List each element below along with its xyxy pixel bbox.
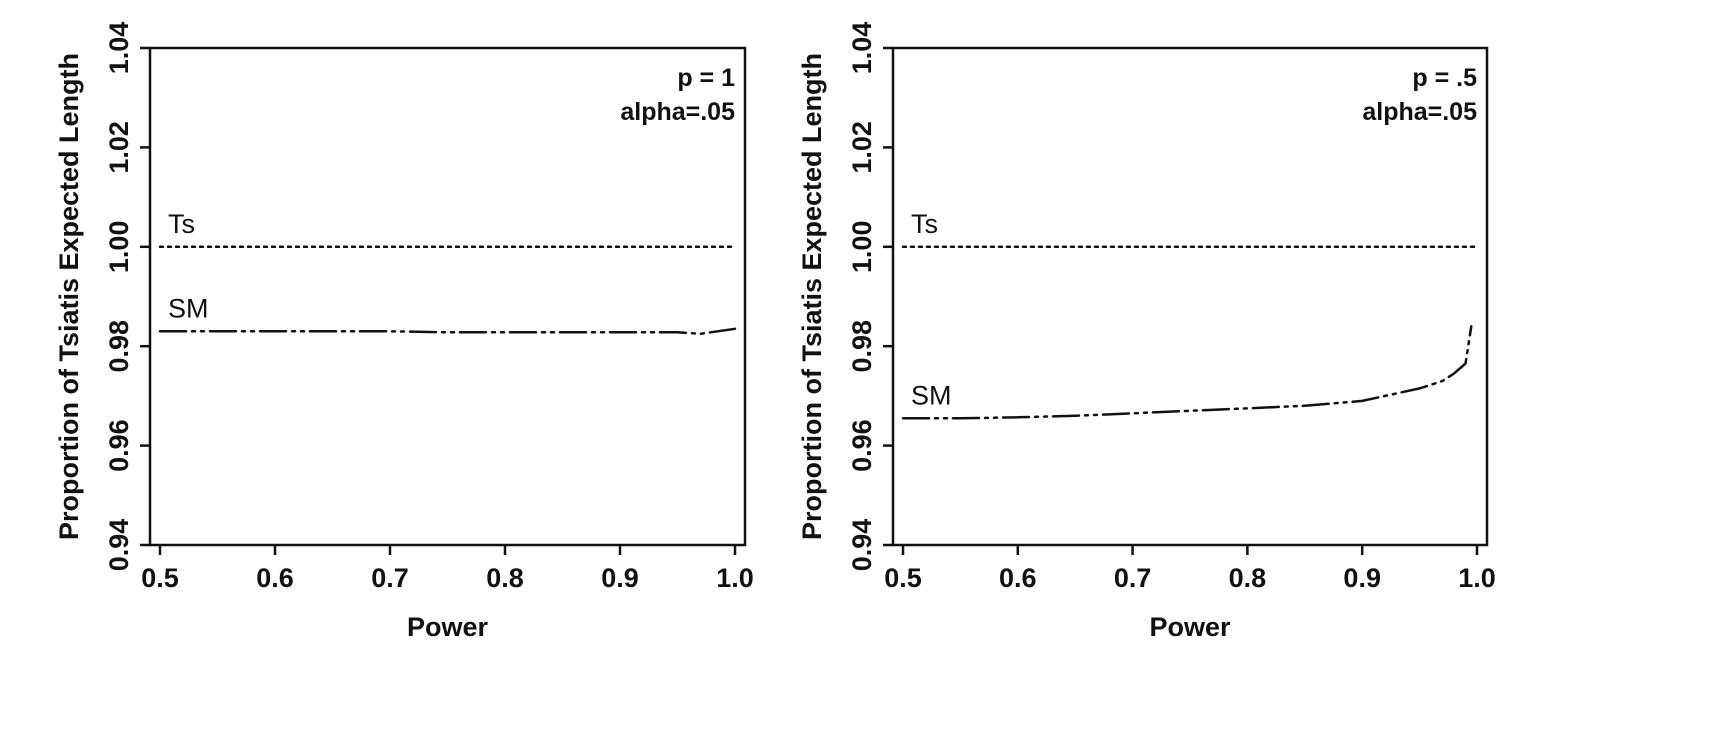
series-label-sm: SM: [911, 380, 952, 410]
y-tick-label: 0.94: [104, 519, 134, 572]
annotation: p = .5: [1412, 64, 1477, 92]
y-tick-label: 1.00: [847, 221, 877, 274]
x-tick-label: 0.8: [1229, 563, 1267, 593]
x-tick-label: 0.7: [1114, 563, 1152, 593]
x-tick-label: 1.0: [1458, 563, 1496, 593]
y-tick-label: 1.04: [847, 22, 877, 75]
x-axis-label: Power: [1149, 612, 1231, 642]
x-tick-label: 0.5: [884, 563, 922, 593]
y-tick-label: 1.00: [104, 221, 134, 274]
annotation: alpha=.05: [620, 98, 735, 126]
right-chart-panel: 0.5 0.6 0.7 0.8 0.9 1.0 0.94 0.96 0.98 1.00 1.02 1.…: [797, 22, 1496, 642]
x-axis-label: Power: [407, 612, 489, 642]
y-tick-label: 0.96: [104, 419, 134, 472]
annotation: p = 1: [677, 64, 735, 92]
series-label-sm: SM: [168, 293, 209, 323]
y-tick-label: 1.02: [847, 121, 877, 174]
annotation: alpha=.05: [1362, 98, 1477, 126]
x-tick-label: 0.6: [999, 563, 1037, 593]
plot-frame: [148, 46, 747, 547]
y-tick-label: 0.98: [104, 320, 134, 373]
x-tick-label: 0.8: [486, 563, 524, 593]
y-axis-label: Proportion of Tsiatis Expected Length: [54, 53, 84, 540]
x-tick-label: 0.7: [371, 563, 409, 593]
y-tick-label: 1.02: [104, 121, 134, 174]
x-tick-label: 0.6: [256, 563, 294, 593]
series-line-sm: [901, 325, 1473, 420]
series-label-ts: Ts: [911, 209, 938, 239]
series-label-ts: Ts: [168, 209, 195, 239]
plot-frame: [891, 46, 1489, 547]
y-tick-label: 1.04: [104, 22, 134, 75]
y-tick-label: 0.94: [847, 519, 877, 572]
y-axis-label: Proportion of Tsiatis Expected Length: [797, 53, 827, 540]
x-tick-label: 0.9: [601, 563, 639, 593]
series-line-sm: [158, 327, 737, 336]
x-tick-label: 1.0: [716, 563, 754, 593]
y-tick-label: 0.96: [847, 419, 877, 472]
x-tick-label: 0.5: [141, 563, 179, 593]
x-tick-label: 0.9: [1343, 563, 1381, 593]
left-chart-panel: 0.5 0.6 0.7 0.8 0.9 1.0 0.94 0.96 0.98 1.00 1.02 1.…: [54, 22, 754, 642]
y-tick-label: 0.98: [847, 320, 877, 373]
